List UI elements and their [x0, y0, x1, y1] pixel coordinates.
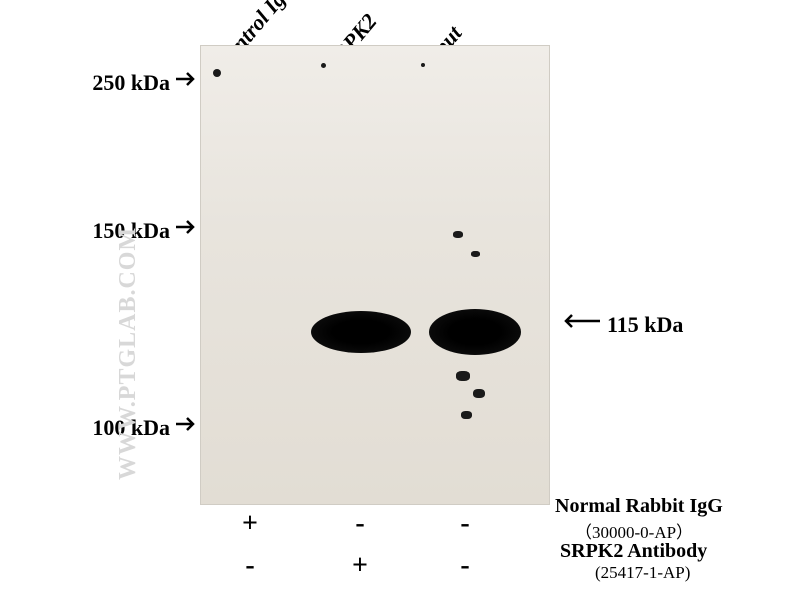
- speck-3: [421, 63, 425, 67]
- speck-1: [213, 69, 221, 77]
- row1-sym1: +: [235, 508, 265, 540]
- figure-container: WWW.PTGLAB.COM Control IgG SRPK2 Input 2…: [0, 0, 800, 600]
- arrow-right-icon: [175, 216, 197, 238]
- row1-sym2: -: [345, 508, 375, 540]
- band-input-lane: [429, 309, 521, 355]
- row2-sym1: -: [235, 550, 265, 582]
- minor-band-2: [473, 389, 485, 398]
- arrow-right-icon: [175, 413, 197, 435]
- watermark-text: WWW.PTGLAB.COM: [115, 227, 142, 480]
- arrow-left-icon: [562, 310, 602, 332]
- marker-100-arrow: [175, 413, 197, 441]
- target-band-label: 115 kDa: [607, 312, 683, 338]
- speck-2: [321, 63, 326, 68]
- minor-band-3: [461, 411, 472, 419]
- minor-band-1: [456, 371, 470, 381]
- row2-sub: (25417-1-AP): [595, 563, 690, 583]
- marker-250: 250 kDa: [75, 70, 170, 96]
- marker-150-arrow: [175, 216, 197, 244]
- row1-label: Normal Rabbit IgG: [555, 495, 723, 518]
- band-srpk2-lane: [311, 311, 411, 353]
- minor-band-5: [471, 251, 480, 257]
- blot-membrane: [200, 45, 550, 505]
- row1-sym3: -: [450, 508, 480, 540]
- target-band-arrow: [562, 310, 602, 338]
- minor-band-4: [453, 231, 463, 238]
- arrow-right-icon: [175, 68, 197, 90]
- marker-250-arrow: [175, 68, 197, 96]
- row2-sym3: -: [450, 550, 480, 582]
- row2-label: SRPK2 Antibody: [560, 540, 707, 563]
- row2-sym2: +: [345, 550, 375, 582]
